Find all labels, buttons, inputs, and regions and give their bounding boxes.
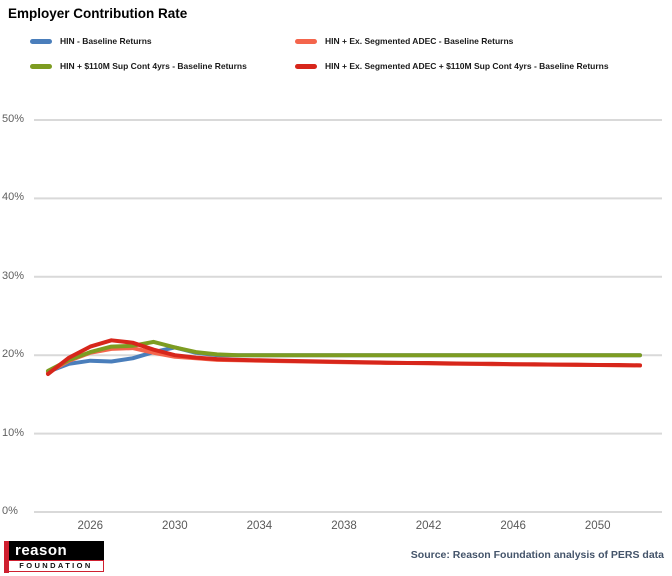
logo-red-bar xyxy=(4,541,9,573)
y-axis-label: 50% xyxy=(2,113,25,125)
y-axis-label: 40% xyxy=(2,191,25,204)
x-axis-label: 2046 xyxy=(500,520,526,532)
series-line-2 xyxy=(46,339,642,373)
legend-swatch-olive xyxy=(30,63,52,69)
y-axis-label: 30% xyxy=(2,269,25,282)
chart-legend: HIN - Baseline Returns HIN + Ex. Segment… xyxy=(30,34,609,73)
x-axis-label: 2042 xyxy=(415,520,442,532)
line-chart xyxy=(34,119,662,513)
legend-swatch-blue xyxy=(30,38,52,44)
logo-org-text: FOUNDATION xyxy=(9,560,104,572)
plot-area xyxy=(0,100,672,540)
x-axis-label: 2050 xyxy=(584,520,611,532)
y-axis-label: 20% xyxy=(2,348,25,361)
x-axis-label: 2030 xyxy=(162,520,188,532)
legend-label: HIN - Baseline Returns xyxy=(60,36,152,46)
x-axis-label: 2034 xyxy=(246,520,273,532)
legend-item-segmented-adec: HIN + Ex. Segmented ADEC - Baseline Retu… xyxy=(295,34,609,48)
logo-text-block: reason FOUNDATION xyxy=(9,541,104,573)
source-note: Source: Reason Foundation analysis of PE… xyxy=(410,549,664,561)
series-line-3 xyxy=(46,338,642,376)
legend-label: HIN + Ex. Segmented ADEC + $110M Sup Con… xyxy=(325,61,609,71)
x-axis-label: 2038 xyxy=(331,520,357,532)
y-axis-label: 0% xyxy=(2,505,18,517)
y-axis-label: 10% xyxy=(2,426,25,439)
legend-swatch-orange xyxy=(295,38,317,44)
logo-brand-text: reason xyxy=(9,541,104,560)
legend-swatch-red xyxy=(295,63,317,69)
page-title: Employer Contribution Rate xyxy=(8,6,188,21)
legend-item-sup-cont: HIN + $110M Sup Cont 4yrs - Baseline Ret… xyxy=(30,59,295,73)
reason-foundation-logo: reason FOUNDATION xyxy=(4,541,104,573)
x-axis-label: 2026 xyxy=(77,520,104,532)
legend-label: HIN + Ex. Segmented ADEC - Baseline Retu… xyxy=(325,36,514,46)
legend-item-adec-sup-cont: HIN + Ex. Segmented ADEC + $110M Sup Con… xyxy=(295,59,609,73)
legend-item-hin-baseline: HIN - Baseline Returns xyxy=(30,34,295,48)
legend-label: HIN + $110M Sup Cont 4yrs - Baseline Ret… xyxy=(60,61,247,71)
